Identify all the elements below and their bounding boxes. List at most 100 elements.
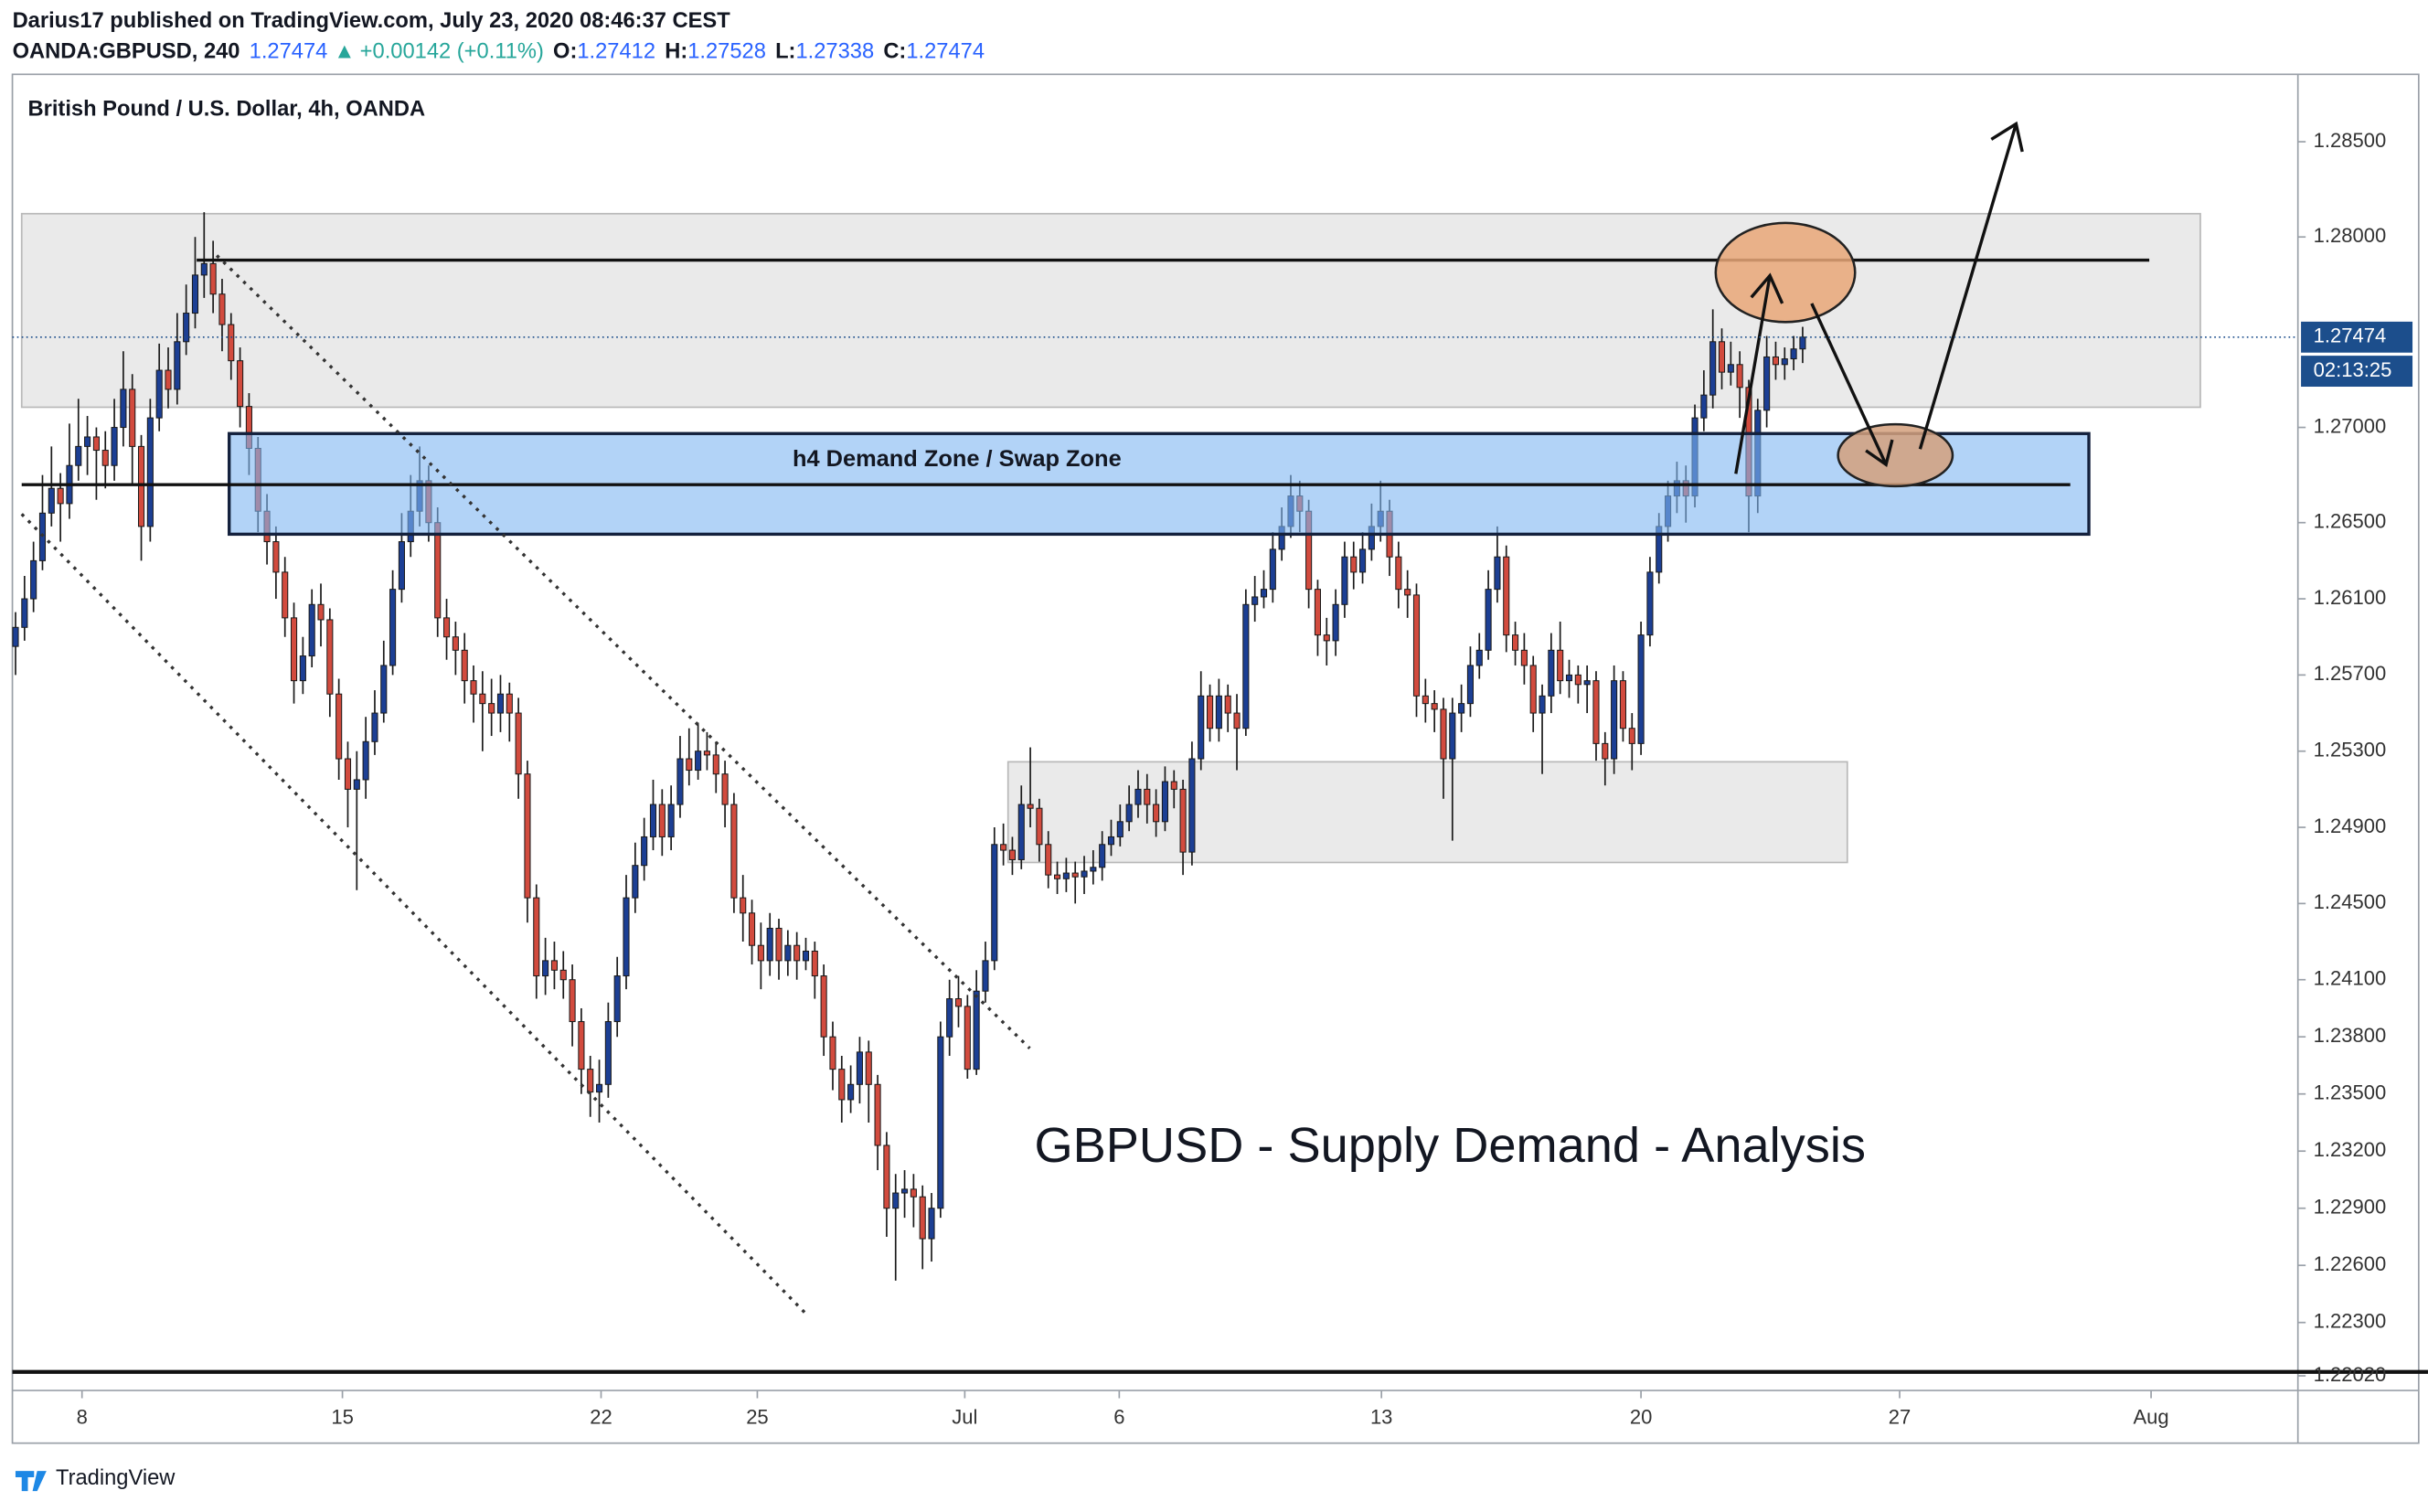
candle-body	[676, 758, 684, 805]
candle-body	[550, 960, 558, 971]
candle-body	[865, 1051, 872, 1085]
candle-body	[1008, 849, 1016, 860]
candle-body	[174, 341, 181, 390]
candle-body	[712, 754, 719, 775]
candle-body	[1422, 695, 1429, 705]
y-tick-label: 1.24900	[2314, 815, 2387, 837]
candle-body	[308, 603, 315, 657]
candle-body	[1529, 665, 1537, 714]
arrows	[1734, 121, 2024, 474]
candle-body	[632, 865, 639, 899]
arrow-head	[1990, 121, 2024, 153]
candle-body	[191, 274, 199, 314]
ohlc-label: C:	[883, 40, 906, 64]
candle-body	[1000, 844, 1007, 851]
candle-body	[1332, 603, 1339, 642]
candle-body	[1557, 649, 1564, 682]
candle-body	[111, 427, 118, 466]
x-tick-label: 27	[1889, 1405, 1912, 1428]
candle-body	[21, 598, 28, 628]
candle-body	[757, 944, 764, 962]
candle-body	[183, 313, 190, 343]
candle-body	[874, 1083, 881, 1146]
y-tick-label: 1.23800	[2314, 1024, 2387, 1047]
candle-body	[1602, 742, 1609, 760]
candle-body	[461, 649, 468, 682]
y-tick-label: 1.25700	[2314, 662, 2387, 685]
candle-body	[1081, 870, 1088, 878]
ohlc-value: 1.27338	[795, 40, 874, 64]
publisher: Darius17 published on TradingView.com, J…	[13, 9, 731, 33]
candle-body	[1431, 703, 1438, 710]
candle-body	[371, 712, 378, 742]
candle-body	[829, 1036, 836, 1070]
candle-body	[613, 975, 621, 1023]
candle-body	[1619, 680, 1627, 729]
x-tick-label: 15	[331, 1405, 354, 1428]
candle-body	[1036, 807, 1043, 846]
candle-body	[1628, 728, 1635, 744]
candle-body	[1503, 556, 1510, 636]
x-tick-label: 8	[77, 1405, 88, 1428]
candle-body	[434, 522, 442, 619]
candle-body	[353, 779, 360, 790]
candle-body	[892, 1192, 900, 1209]
candle-body	[1090, 867, 1097, 872]
candle-body	[1153, 804, 1160, 823]
candle-body	[1134, 788, 1142, 805]
candle-body	[228, 324, 235, 362]
target-ellipse	[1714, 221, 1857, 324]
y-tick-label: 1.23500	[2314, 1081, 2387, 1104]
candle-body	[856, 1051, 863, 1085]
candle-body	[75, 445, 82, 466]
candle-body	[1763, 356, 1771, 411]
candle-body	[784, 944, 792, 962]
supply-zone	[20, 212, 2201, 409]
candle-body	[218, 293, 226, 325]
y-tick-label: 1.22900	[2314, 1196, 2387, 1219]
candle-body	[12, 626, 19, 647]
up-arrow: ▲	[334, 40, 355, 64]
candle-body	[389, 589, 397, 666]
x-tick-label: 25	[746, 1405, 769, 1428]
candle-body	[1144, 788, 1151, 805]
candle-body	[524, 773, 531, 899]
candle-body	[1170, 781, 1177, 790]
candle-body	[991, 844, 998, 962]
candle-body	[1646, 571, 1654, 636]
channel-upper	[215, 254, 1031, 1049]
candle-body	[1395, 556, 1402, 591]
candle-body	[1341, 556, 1348, 605]
candle-body	[272, 541, 280, 573]
candle-body	[1440, 708, 1447, 760]
candle-body	[155, 369, 163, 419]
ohlc-value: 1.27474	[906, 40, 985, 64]
candle-body	[496, 693, 505, 714]
y-tick-label: 1.26100	[2314, 586, 2387, 609]
x-tick-label: Aug	[2133, 1405, 2168, 1428]
analysis-title: GBPUSD - Supply Demand - Analysis	[1035, 1118, 1867, 1173]
x-tick-label: 20	[1630, 1405, 1652, 1428]
candle-body	[452, 636, 459, 651]
price: 1.27474	[250, 40, 328, 64]
chart-frame	[11, 73, 2420, 1444]
candle-body	[326, 619, 334, 695]
x-tick-label: 13	[1370, 1405, 1393, 1428]
candle-body	[299, 655, 306, 682]
candle-body	[398, 541, 405, 591]
candle-body	[569, 979, 576, 1023]
range-zone	[1006, 761, 1848, 864]
candle-body	[1224, 695, 1231, 714]
candle-body	[695, 751, 702, 772]
candle-body	[1260, 589, 1268, 598]
candle-body	[649, 804, 657, 837]
candle-body	[165, 369, 172, 390]
x-tick-label: Jul	[952, 1405, 977, 1428]
candle-body	[703, 751, 710, 756]
brand-logo	[15, 1471, 47, 1492]
candles	[12, 212, 1806, 1281]
candle-body	[129, 389, 136, 447]
candle-body	[1251, 596, 1259, 605]
ohlc-value: 1.27528	[687, 40, 766, 64]
candle-body	[1233, 712, 1241, 729]
